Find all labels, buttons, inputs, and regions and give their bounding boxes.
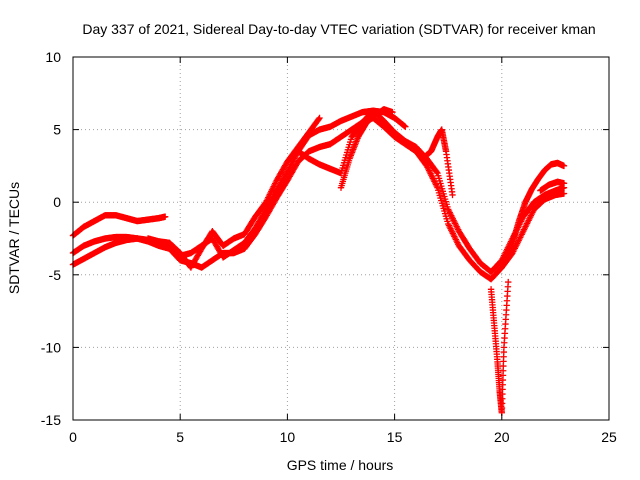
data-point — [449, 191, 456, 199]
x-tick-label: 20 — [494, 429, 510, 445]
y-axis-label: SDTVAR / TECUs — [6, 182, 22, 294]
data-point — [315, 115, 322, 123]
data-point — [560, 190, 568, 197]
data-points — [69, 106, 568, 416]
x-tick-label: 5 — [176, 429, 184, 445]
data-point — [402, 123, 409, 130]
x-tick-label: 10 — [280, 429, 296, 445]
y-tick-label: 5 — [53, 122, 61, 138]
x-axis: 0 5 10 15 20 25 — [69, 57, 617, 445]
data-point — [161, 213, 169, 220]
data-point — [560, 162, 568, 170]
series-track-h — [487, 278, 512, 416]
x-tick-label: 25 — [601, 429, 617, 445]
y-tick-label: -5 — [49, 267, 62, 283]
data-point — [316, 114, 323, 122]
x-tick-label: 15 — [387, 429, 403, 445]
series-track-a — [69, 212, 169, 239]
y-tick-label: 0 — [53, 194, 61, 210]
series-track-c — [69, 114, 568, 283]
data-point — [389, 108, 396, 116]
series-track-d — [144, 114, 323, 271]
x-tick-label: 0 — [69, 429, 77, 445]
series-track-f — [337, 106, 396, 191]
series-track-b — [69, 107, 568, 276]
data-point — [433, 168, 440, 176]
chart-title: Day 337 of 2021, Sidereal Day-to-day VTE… — [82, 21, 595, 37]
x-axis-label: GPS time / hours — [287, 457, 394, 473]
plot-frame — [72, 56, 610, 421]
y-tick-label: -15 — [41, 412, 61, 428]
data-point — [560, 180, 568, 187]
y-axis: -15 -10 -5 0 5 10 — [41, 49, 609, 428]
y-tick-label: -10 — [41, 339, 61, 355]
series-track-j — [537, 178, 568, 194]
series-track-g — [419, 126, 456, 199]
y-tick-label: 10 — [45, 49, 61, 65]
series-track-i — [502, 159, 568, 264]
data-point — [505, 278, 512, 286]
